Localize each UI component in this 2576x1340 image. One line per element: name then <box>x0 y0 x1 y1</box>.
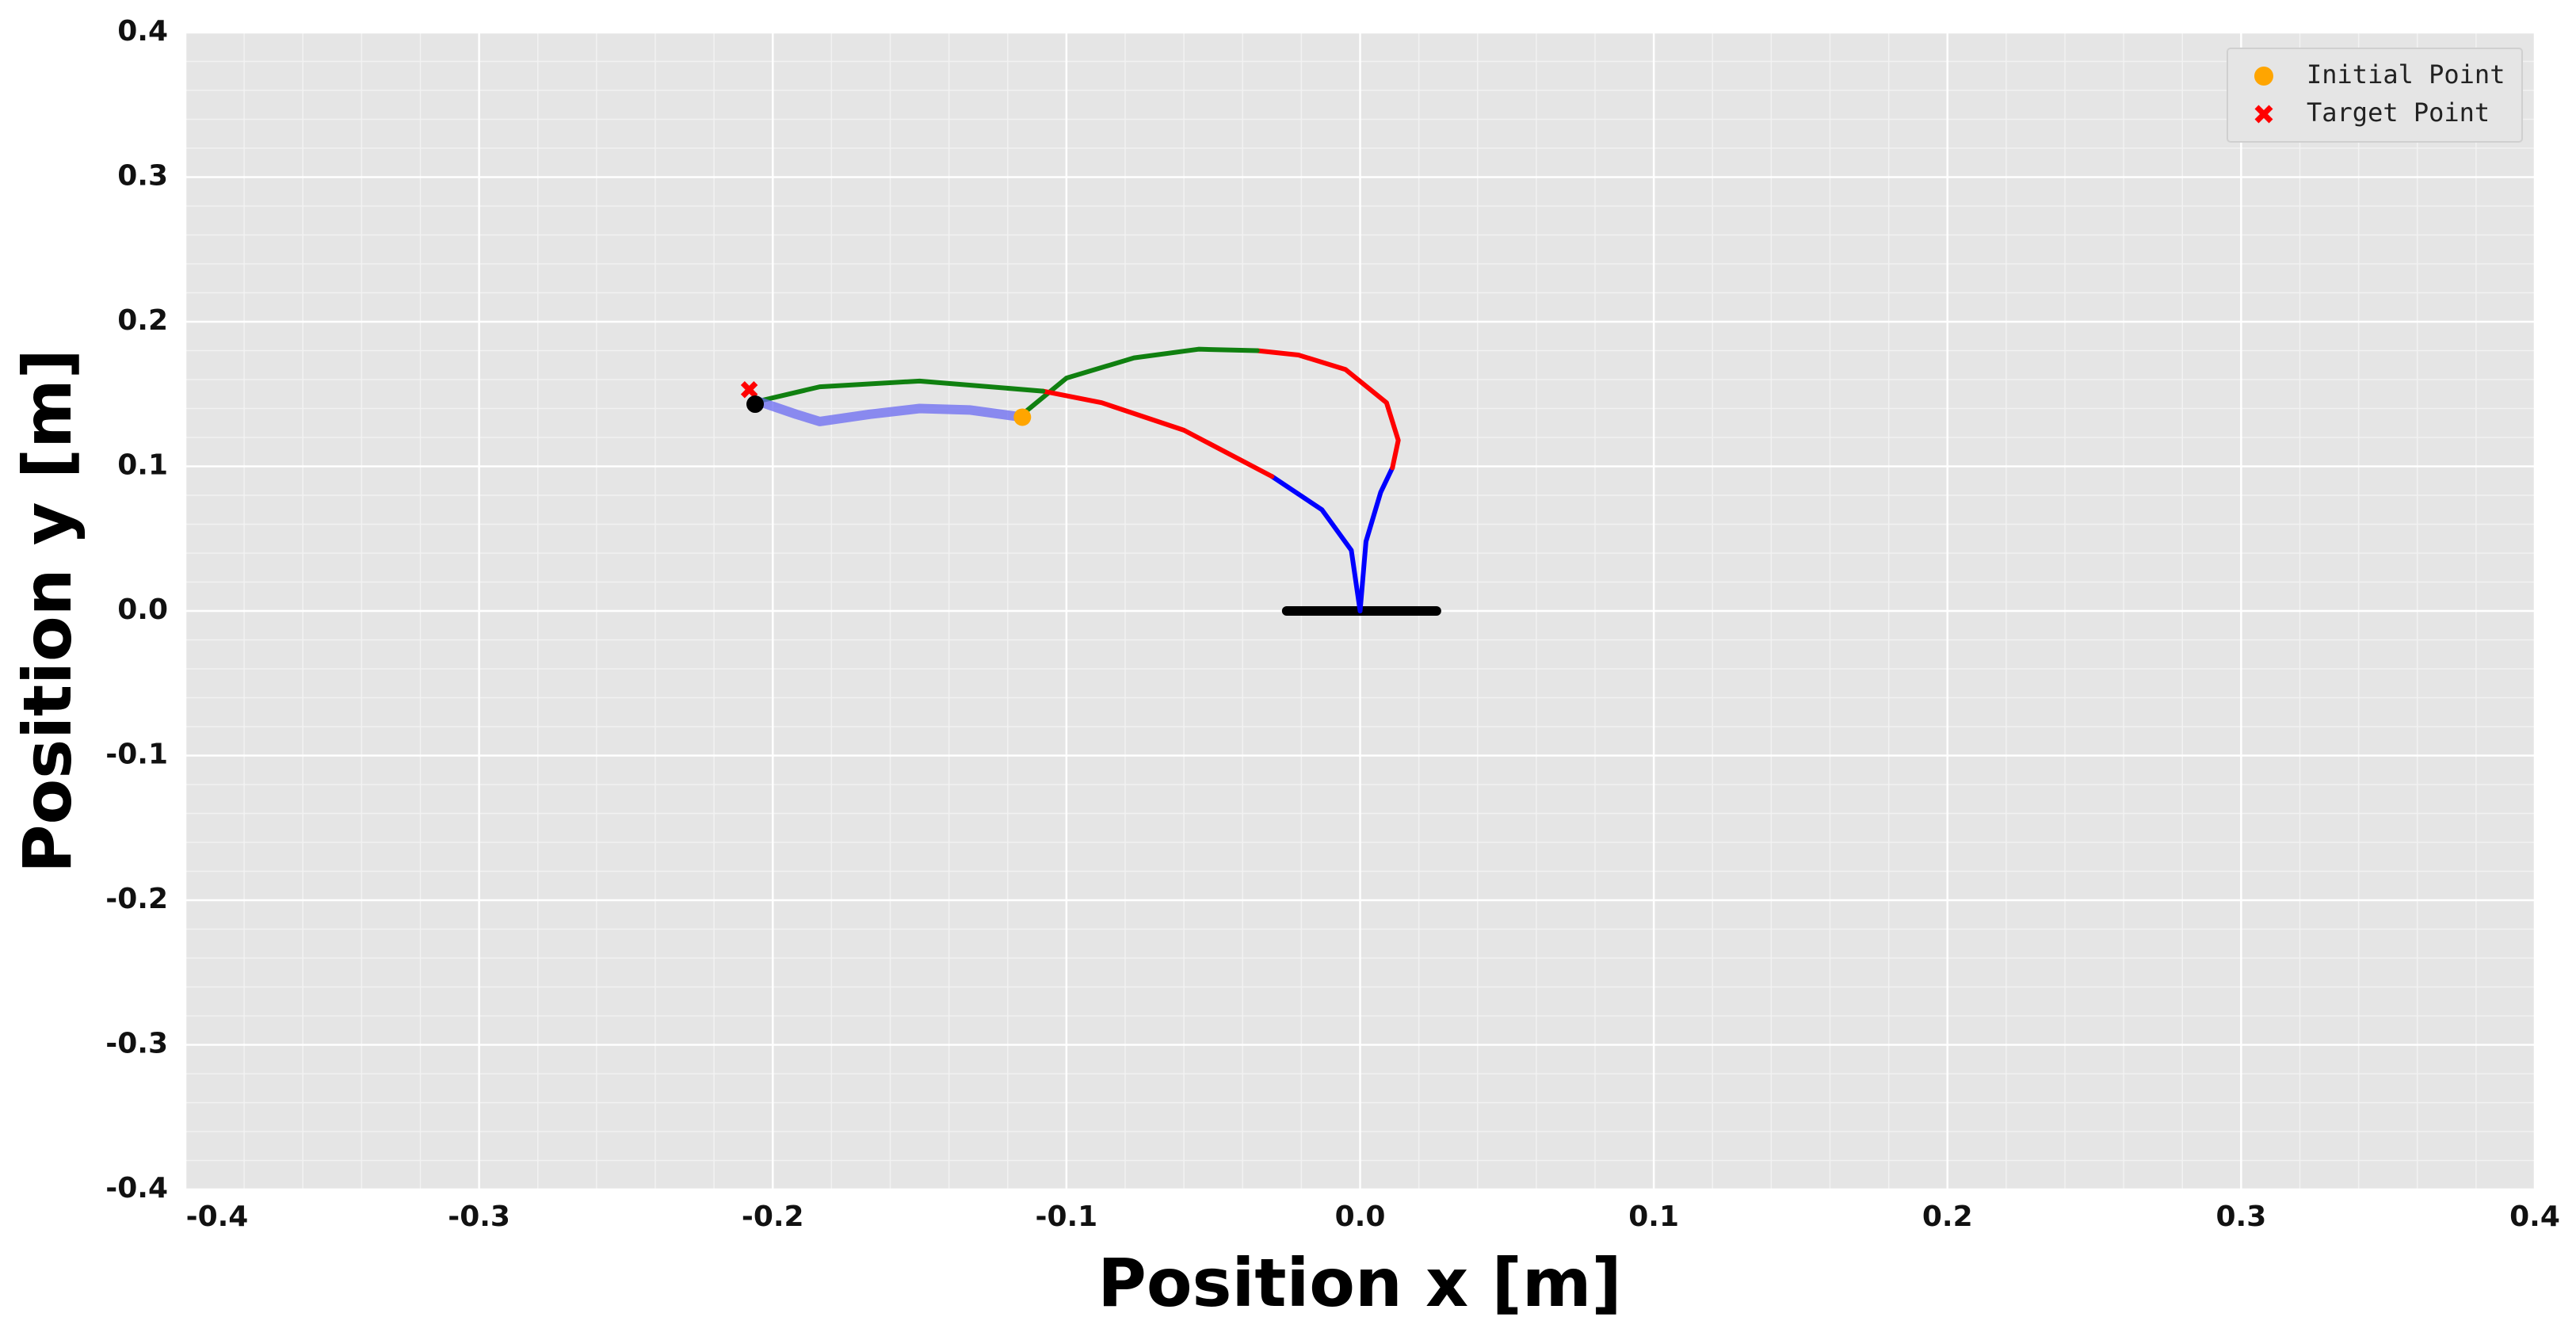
legend-box <box>2227 48 2523 143</box>
line-series <box>755 378 1046 404</box>
x-marker <box>740 381 758 399</box>
point-marker <box>2254 67 2273 86</box>
legend-label: Initial Point <box>2307 59 2505 90</box>
x-tick-label: 0.2 <box>1922 1201 1973 1233</box>
x-axis-label: Position x [m] <box>1097 1244 1622 1322</box>
x-tick-label: -0.4 <box>186 1201 249 1233</box>
line-series <box>1040 388 1275 479</box>
x-tick-label: 0.3 <box>2215 1201 2266 1233</box>
x-tick-label: -0.1 <box>1036 1201 1098 1233</box>
y-tick-label: 0.3 <box>117 160 168 193</box>
line-series <box>753 396 1028 426</box>
line-series <box>1254 348 1401 471</box>
x-tick-label: -0.3 <box>448 1201 510 1233</box>
legend: Initial Point Target Point <box>2227 48 2523 143</box>
y-tick-label: -0.3 <box>105 1028 168 1060</box>
line-series <box>1357 465 1395 613</box>
grid <box>184 31 2536 1191</box>
y-tick-label: 0.0 <box>117 594 168 626</box>
x-tick-label: 0.0 <box>1335 1201 1386 1233</box>
x-marker <box>2254 105 2273 124</box>
y-tick-label: -0.4 <box>105 1172 168 1204</box>
y-tick-label: -0.1 <box>105 739 168 771</box>
y-axis-label: Position y [m] <box>9 349 86 873</box>
x-tick-label: -0.2 <box>742 1201 804 1233</box>
point-marker <box>1013 408 1032 426</box>
x-tick-label: 0.4 <box>2509 1201 2560 1233</box>
x-tick-label: 0.1 <box>1628 1201 1679 1233</box>
y-tick-label: 0.1 <box>117 449 168 482</box>
y-tick-label: 0.4 <box>117 15 168 48</box>
point-marker <box>746 395 765 414</box>
marks <box>740 346 1441 616</box>
y-tick-label: 0.2 <box>117 304 168 337</box>
line-series <box>1020 346 1260 417</box>
y-tick-label: -0.2 <box>105 883 168 915</box>
legend-label: Target Point <box>2307 97 2490 128</box>
line-series <box>1269 474 1363 613</box>
